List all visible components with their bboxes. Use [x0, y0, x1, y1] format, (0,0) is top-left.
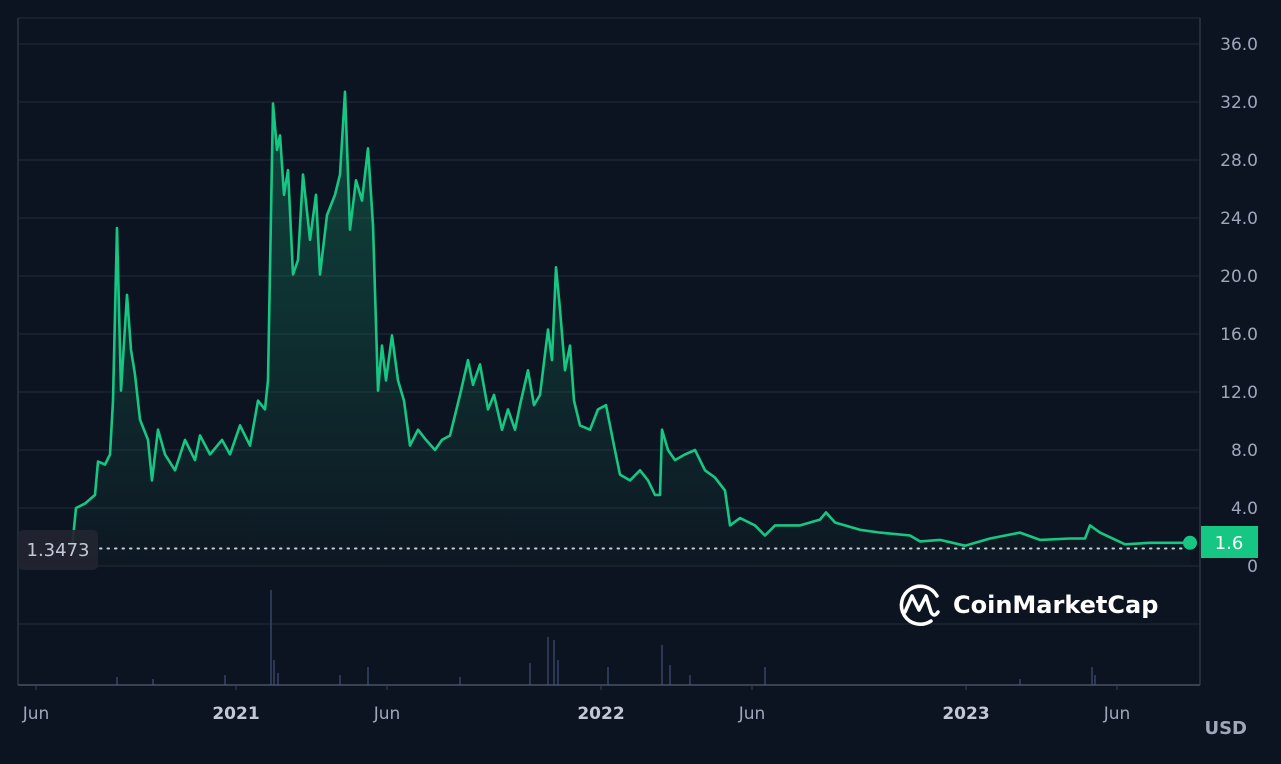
x-tick-label: Jun — [738, 704, 766, 724]
y-tick-label: 20.0 — [1220, 267, 1258, 287]
coinmarketcap-logo-icon — [899, 584, 940, 626]
y-axis: 0 4.0 8.0 12.0 16.0 20.0 24.0 28.0 32.0 36.0 — [1220, 35, 1258, 577]
current-price-text: 1.6 — [1215, 533, 1244, 554]
y-tick-label: 24.0 — [1220, 209, 1258, 229]
coinmarketcap-watermark: CoinMarketCap — [899, 584, 1158, 626]
current-price-badge: 1.6 — [1201, 526, 1258, 558]
y-tick-label: 16.0 — [1220, 325, 1258, 345]
currency-unit-label: USD — [1204, 718, 1247, 739]
price-area-fill — [72, 91, 1190, 567]
x-tick-label: 2021 — [212, 704, 259, 724]
x-tick-label: Jun — [373, 704, 401, 724]
x-tick-label: 2022 — [577, 704, 624, 724]
y-tick-label: 36.0 — [1220, 35, 1258, 55]
current-price-dot — [1183, 535, 1197, 550]
reference-price-text: 1.3473 — [27, 540, 90, 561]
x-tick-label: Jun — [22, 704, 50, 724]
x-axis: Jun 2021 Jun 2022 Jun 2023 Jun — [22, 685, 1131, 724]
y-tick-label: 28.0 — [1220, 151, 1258, 171]
x-tick-label: Jun — [1103, 704, 1131, 724]
y-tick-label: 12.0 — [1220, 383, 1258, 403]
watermark-text: CoinMarketCap — [953, 591, 1158, 619]
reference-price-label: 1.3473 — [18, 530, 98, 570]
y-tick-label: 8.0 — [1231, 441, 1258, 461]
price-line — [70, 90, 1190, 549]
grid-lines — [17, 17, 1201, 686]
volume-bars — [116, 590, 1096, 685]
y-tick-label: 4.0 — [1231, 499, 1258, 519]
y-tick-label: 0 — [1247, 557, 1258, 577]
y-tick-label: 32.0 — [1220, 93, 1258, 113]
x-tick-label: 2023 — [942, 704, 989, 724]
